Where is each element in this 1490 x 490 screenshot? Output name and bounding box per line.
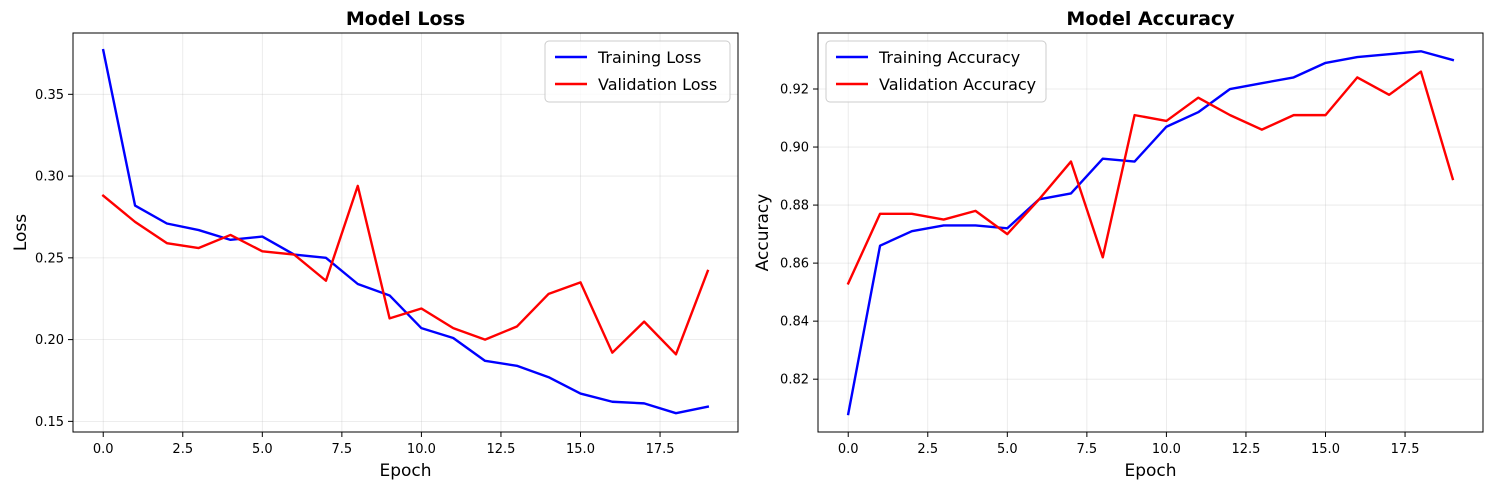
x-tick-label: 2.5	[917, 442, 938, 457]
y-tick-label: 0.82	[780, 373, 809, 388]
chart-panel-2: 0.0 2.5 5.0 7.5 10.0 12.5 15.0 17.5 0.82 0.84 0.86…	[753, 8, 1484, 481]
series-line-2	[846, 70, 1455, 286]
x-tick-label: 5.0	[997, 442, 1018, 457]
x-tick-label: 0.0	[838, 442, 859, 457]
y-tick-label: 0.35	[35, 88, 64, 103]
x-tick-label: 7.5	[332, 442, 353, 457]
legend-label-1: Training Accuracy	[878, 48, 1020, 67]
y-tick-label: 0.20	[35, 333, 64, 348]
y-tick-label: 0.92	[780, 83, 809, 98]
chart-title: Model Loss	[346, 8, 465, 30]
y-axis-label: Accuracy	[753, 194, 773, 272]
x-axis-label: Epoch	[1124, 461, 1176, 481]
x-tick-label: 5.0	[252, 442, 273, 457]
y-tick-label: 0.90	[780, 141, 809, 156]
plot-frame	[817, 32, 1484, 433]
legend-label-2: Validation Accuracy	[879, 75, 1036, 94]
series-line-1	[101, 48, 710, 415]
y-tick-label: 0.86	[780, 257, 809, 272]
chart-title: Model Accuracy	[1066, 8, 1235, 30]
y-tick-label: 0.84	[780, 315, 809, 330]
x-tick-label: 10.0	[407, 442, 436, 457]
x-axis-label: Epoch	[379, 461, 431, 481]
x-tick-label: 0.0	[93, 442, 114, 457]
legend-box	[544, 40, 731, 103]
x-tick-label: 15.0	[566, 442, 595, 457]
y-axis-label: Loss	[11, 214, 31, 251]
legend: Training Loss Validation Loss	[544, 40, 731, 103]
legend-box	[825, 40, 1047, 103]
series-line-2	[101, 184, 710, 356]
y-tick-label: 0.30	[35, 170, 64, 185]
x-tick-label: 17.5	[646, 442, 675, 457]
x-tick-label: 15.0	[1311, 442, 1340, 457]
x-tick-label: 12.5	[486, 442, 515, 457]
x-tick-label: 10.0	[1152, 442, 1181, 457]
x-tick-label: 17.5	[1391, 442, 1420, 457]
y-tick-label: 0.88	[780, 199, 809, 214]
x-tick-label: 7.5	[1077, 442, 1098, 457]
plot-frame	[72, 32, 739, 433]
x-tick-label: 2.5	[172, 442, 193, 457]
chart-panel-1: 0.0 2.5 5.0 7.5 10.0 12.5 15.0 17.5 0.15 0.20 0.25…	[11, 8, 739, 481]
series-line-1	[846, 50, 1455, 416]
legend: Training Accuracy Validation Accuracy	[825, 40, 1047, 103]
y-tick-label: 0.15	[35, 415, 64, 430]
legend-label-2: Validation Loss	[598, 75, 717, 94]
x-tick-label: 12.5	[1231, 442, 1260, 457]
y-tick-label: 0.25	[35, 251, 64, 266]
legend-label-1: Training Loss	[597, 48, 701, 67]
